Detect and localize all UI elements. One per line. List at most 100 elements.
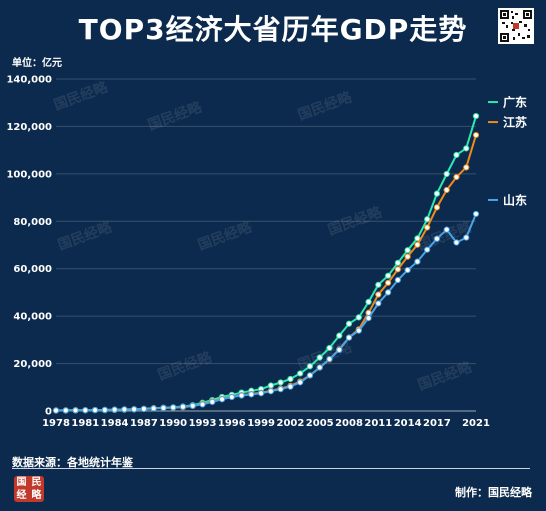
x-tick-label: 2021 [462, 418, 490, 429]
data-point [355, 314, 362, 321]
data-point [52, 407, 60, 414]
data-point [443, 186, 450, 194]
data-point [131, 406, 138, 413]
data-point [345, 320, 353, 327]
data-point [384, 279, 392, 286]
seal-char: 民 [31, 476, 42, 488]
y-axis-ticks: 0 20,000 40,000 60,000 80,000 100,000 120,000 1… [6, 75, 52, 418]
y-tick-label: 0 [45, 407, 52, 418]
data-point [414, 241, 421, 248]
data-point [375, 300, 382, 307]
credit-label: 制作：国民经略 [455, 486, 532, 499]
watermark-text: 国民经略 [146, 98, 205, 133]
data-point [121, 406, 128, 413]
x-tick-label: 1981 [71, 418, 99, 429]
data-point [345, 334, 353, 341]
chart-title: TOP3经济大省历年GDP走势 [78, 13, 468, 46]
seal-char: 国 [16, 476, 27, 488]
data-point [258, 390, 265, 397]
y-tick-label: 40,000 [13, 312, 52, 323]
data-point [189, 402, 196, 409]
data-point [179, 403, 187, 410]
x-tick-label: 1999 [247, 418, 275, 429]
data-point [463, 234, 470, 241]
y-tick-label: 100,000 [6, 169, 52, 180]
qr-code-icon[interactable] [498, 8, 534, 44]
data-point [306, 363, 314, 370]
data-point [355, 327, 362, 334]
data-point [170, 404, 177, 411]
data-point [472, 131, 480, 139]
source-divider [12, 468, 530, 469]
data-point [453, 173, 460, 181]
watermark-text: 国民经略 [52, 78, 111, 113]
data-point [424, 224, 431, 231]
watermark-text: 国民经略 [196, 218, 255, 253]
data-point [463, 145, 470, 152]
data-point [404, 253, 411, 260]
data-point [306, 372, 314, 379]
x-tick-label: 2002 [276, 418, 304, 429]
x-tick-label: 1996 [218, 418, 246, 429]
data-point [297, 379, 304, 386]
data-point [199, 401, 206, 408]
series-山东 [52, 210, 480, 414]
data-point [267, 382, 274, 389]
data-point [375, 281, 382, 288]
grid-lines [56, 78, 476, 412]
data-point [267, 388, 274, 395]
legend-label: 江苏 [503, 115, 527, 130]
y-tick-label: 60,000 [13, 264, 52, 275]
data-point [218, 396, 226, 403]
data-point [433, 204, 441, 211]
watermark-text: 国民经略 [156, 348, 215, 383]
watermark-text: 国民经略 [56, 218, 115, 253]
y-tick-label: 20,000 [13, 359, 52, 370]
data-point [375, 291, 382, 298]
legend-label: 广东 [503, 95, 527, 110]
x-tick-label: 1993 [189, 418, 217, 429]
legend-item: 山东 [488, 192, 527, 207]
series-江苏 [52, 131, 480, 414]
y-axis-unit-label: 单位：亿元 [12, 58, 62, 69]
data-point [453, 239, 460, 246]
data-point [424, 246, 431, 253]
x-tick-label: 2005 [306, 418, 334, 429]
watermark-text: 国民经略 [296, 88, 355, 123]
data-point [326, 344, 333, 352]
data-point [394, 259, 401, 266]
x-tick-label: 2011 [364, 418, 392, 429]
data-point [228, 393, 235, 401]
data-point [277, 386, 284, 393]
series-line [55, 134, 477, 412]
data-source-label: 数据来源：各地统计年鉴 [12, 456, 133, 469]
x-tick-label: 2008 [335, 418, 363, 429]
x-tick-label: 1984 [101, 418, 129, 429]
data-point [91, 406, 99, 414]
data-point [424, 216, 431, 223]
data-point [238, 392, 245, 399]
data-point [463, 164, 470, 171]
legend-item: 广东 [488, 95, 527, 110]
data-point [394, 266, 401, 273]
x-tick-label: 1987 [130, 418, 158, 429]
data-point [140, 405, 148, 412]
y-tick-label: 80,000 [13, 217, 52, 228]
data-point [414, 258, 421, 265]
data-point [62, 407, 69, 414]
data-point [336, 346, 343, 353]
data-point [453, 151, 460, 159]
data-point [365, 315, 372, 322]
data-point [326, 355, 333, 363]
series-line [55, 115, 477, 412]
data-point [433, 190, 441, 197]
brand-seal-logo: 国 民 经 略 [14, 476, 44, 502]
data-point [150, 405, 157, 412]
data-point [336, 332, 343, 339]
data-point [248, 391, 255, 398]
data-point [443, 170, 450, 178]
data-point [365, 298, 372, 305]
data-point [101, 406, 108, 414]
data-point [443, 226, 450, 233]
